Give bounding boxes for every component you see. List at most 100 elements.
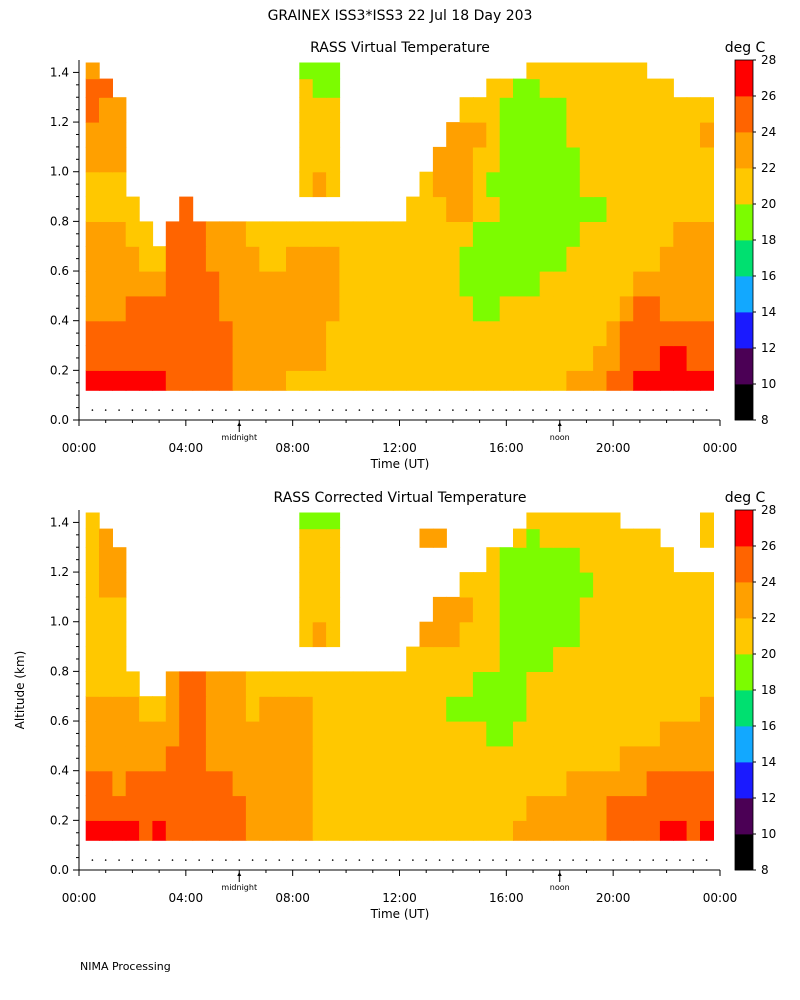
heatmap-cell	[205, 246, 220, 272]
heatmap-cell	[633, 246, 648, 272]
heatmap-cell	[659, 171, 674, 198]
heatmap-cell	[299, 596, 314, 623]
colorbar-swatch	[735, 510, 753, 547]
heatmap-cell	[593, 547, 608, 573]
heatmap-cell	[606, 146, 621, 173]
heatmap-cell	[112, 795, 127, 821]
gate-dot	[639, 409, 641, 411]
heatmap-cell	[633, 146, 648, 173]
heatmap-cell	[486, 370, 501, 391]
heatmap-cell	[606, 572, 621, 598]
heatmap-cell	[272, 745, 287, 772]
gate-dot	[398, 409, 401, 411]
heatmap-cell	[339, 246, 354, 272]
heatmap-cell	[606, 621, 621, 648]
heatmap-cell	[99, 671, 113, 697]
heatmap-cell	[99, 146, 113, 173]
heatmap-cell	[646, 572, 661, 598]
heatmap-cell	[419, 646, 434, 672]
heatmap-cell	[553, 646, 568, 672]
heatmap-cell	[339, 671, 354, 697]
heatmap-cell	[593, 345, 608, 371]
heatmap-cell	[232, 295, 247, 322]
heatmap-cell	[205, 770, 220, 797]
heatmap-cell	[539, 146, 554, 173]
heatmap-cell	[579, 246, 594, 272]
heatmap-cell	[539, 596, 554, 623]
heatmap-cell	[526, 646, 541, 672]
heatmap-cell	[192, 221, 207, 247]
heatmap-cell	[553, 671, 568, 697]
colorbar-tick-label: 16	[761, 269, 776, 283]
heatmap-cell	[700, 696, 714, 722]
heatmap-cell	[659, 370, 674, 391]
heatmap-cell	[566, 345, 581, 371]
y-tick-label: 0.8	[50, 664, 69, 678]
heatmap-cell	[513, 345, 527, 371]
heatmap-cell	[700, 146, 714, 173]
heatmap-cell	[179, 745, 194, 772]
heatmap-cell	[299, 345, 314, 371]
heatmap-cell	[472, 221, 487, 247]
heatmap-cell	[553, 246, 568, 272]
gate-dot	[572, 409, 574, 411]
heatmap-cell	[659, 221, 674, 247]
heatmap-cell	[326, 146, 341, 173]
heatmap-cell	[526, 596, 541, 623]
gate-dot	[185, 409, 187, 411]
heatmap-cell	[446, 122, 461, 148]
heatmap-cell	[566, 745, 581, 772]
heatmap-cell	[513, 745, 527, 772]
heatmap-cell	[513, 78, 527, 98]
colorbar-swatch	[735, 654, 753, 691]
heatmap-cell	[486, 196, 501, 222]
heatmap-cell	[245, 745, 260, 772]
heatmap-cell	[286, 345, 300, 371]
heatmap-cell	[85, 246, 100, 272]
heatmap-cell	[419, 621, 434, 648]
heatmap-cell	[646, 320, 661, 347]
heatmap-cell	[312, 271, 327, 297]
solar-marker-label: midnight	[221, 883, 257, 892]
gate-dot	[318, 409, 321, 411]
heatmap-cell	[673, 221, 688, 247]
heatmap-cell	[419, 770, 434, 797]
heatmap-cell	[99, 271, 113, 297]
heatmap-cell	[673, 122, 688, 148]
heatmap-cell	[579, 646, 594, 672]
heatmap-cell	[245, 271, 260, 297]
heatmap-cell	[593, 97, 608, 123]
heatmap-cell	[139, 795, 154, 821]
heatmap-cell	[139, 246, 154, 272]
heatmap-cell	[472, 370, 487, 391]
heatmap-cell	[472, 171, 487, 198]
heatmap-cell	[312, 528, 327, 548]
heatmap-cell	[339, 696, 354, 722]
heatmap-cell	[179, 320, 194, 347]
heatmap-cell	[619, 572, 634, 598]
heatmap-cell	[673, 146, 688, 173]
heatmap-cell	[406, 795, 421, 821]
heatmap-cell	[633, 820, 648, 841]
heatmap-cell	[566, 97, 581, 123]
heatmap-cell	[419, 221, 434, 247]
heatmap-cell	[539, 78, 554, 98]
heatmap-cell	[232, 246, 247, 272]
heatmap-cell	[446, 721, 461, 747]
heatmap-cell	[219, 370, 234, 391]
heatmap-cell	[379, 271, 394, 297]
heatmap-cell	[326, 547, 341, 573]
solar-marker-label: noon	[550, 433, 570, 442]
heatmap-cell	[139, 721, 154, 747]
heatmap-cell	[539, 370, 554, 391]
gate-dot	[145, 409, 147, 411]
heatmap-cell	[99, 370, 113, 391]
heatmap-cell	[152, 345, 167, 371]
gate-dot	[465, 409, 468, 411]
heatmap-cell	[152, 745, 167, 772]
heatmap-cell	[633, 62, 648, 80]
heatmap-cell	[112, 721, 127, 747]
heatmap-cell	[606, 271, 621, 297]
gate-dot	[505, 409, 508, 411]
heatmap-cell	[392, 221, 407, 247]
